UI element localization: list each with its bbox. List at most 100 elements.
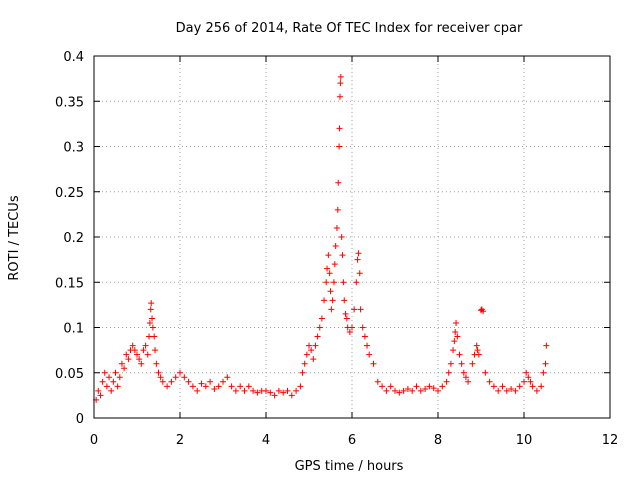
- data-point: [181, 374, 188, 381]
- data-point: [155, 369, 162, 376]
- data-point: [129, 342, 136, 349]
- data-point: [303, 351, 310, 358]
- data-point: [147, 306, 154, 313]
- data-point: [114, 383, 121, 390]
- data-point: [379, 383, 386, 390]
- data-point: [404, 386, 411, 393]
- data-point: [523, 369, 530, 376]
- data-point: [329, 297, 336, 304]
- x-tick-label: 0: [90, 433, 98, 448]
- data-point: [538, 383, 545, 390]
- x-tick-label: 8: [434, 433, 442, 448]
- data-point: [140, 347, 147, 354]
- data-point: [512, 387, 519, 394]
- data-point: [310, 356, 317, 363]
- data-point: [387, 383, 394, 390]
- data-point: [508, 386, 515, 393]
- data-point: [241, 387, 248, 394]
- data-point: [447, 360, 454, 367]
- data-point: [336, 125, 343, 132]
- data-point: [284, 387, 291, 394]
- data-point: [224, 374, 231, 381]
- data-point: [486, 378, 493, 385]
- data-point: [325, 252, 332, 259]
- data-point: [271, 392, 278, 399]
- data-point: [99, 378, 106, 385]
- data-point: [228, 383, 235, 390]
- data-point: [383, 387, 390, 394]
- data-point: [144, 351, 151, 358]
- data-point: [454, 333, 461, 340]
- data-point: [328, 306, 335, 313]
- data-point: [157, 374, 164, 381]
- data-point: [366, 351, 373, 358]
- data-point: [356, 270, 363, 277]
- data-point: [318, 315, 325, 322]
- data-point: [131, 347, 138, 354]
- data-point: [198, 380, 205, 387]
- data-point: [349, 324, 355, 331]
- data-point: [123, 351, 130, 358]
- y-tick-label: 0.2: [63, 231, 84, 246]
- data-point: [426, 383, 433, 390]
- data-point: [529, 383, 536, 390]
- data-point: [207, 378, 214, 385]
- data-point: [336, 143, 343, 150]
- data-point: [527, 378, 534, 385]
- data-point: [400, 387, 407, 394]
- data-point: [168, 378, 175, 385]
- data-point: [333, 224, 340, 231]
- x-axis-label: GPS time / hours: [295, 459, 404, 474]
- data-point: [460, 369, 467, 376]
- data-point: [353, 279, 360, 286]
- data-point: [474, 347, 481, 354]
- data-point: [312, 342, 319, 349]
- data-point: [462, 374, 469, 381]
- data-point: [475, 351, 482, 358]
- data-point: [108, 387, 115, 394]
- data-point: [456, 351, 463, 358]
- data-point: [374, 378, 381, 385]
- data-point: [275, 387, 282, 394]
- y-tick-label: 0.4: [63, 50, 84, 65]
- data-point: [450, 347, 457, 354]
- data-point: [112, 369, 119, 376]
- data-point: [354, 256, 361, 263]
- data-point: [250, 387, 257, 394]
- data-point: [146, 319, 153, 326]
- data-point: [136, 356, 143, 363]
- data-point: [533, 387, 540, 394]
- data-point: [189, 383, 196, 390]
- data-point: [142, 342, 149, 349]
- data-point: [280, 389, 287, 396]
- data-point: [254, 389, 261, 396]
- data-point: [288, 392, 295, 399]
- data-point: [422, 386, 429, 393]
- data-point: [334, 206, 341, 213]
- data-point: [430, 385, 437, 392]
- data-point: [146, 333, 153, 340]
- data-point: [525, 374, 532, 381]
- data-point: [542, 360, 549, 367]
- data-point: [134, 351, 140, 358]
- data-point: [359, 324, 366, 331]
- data-point: [342, 310, 349, 317]
- data-point: [337, 73, 344, 80]
- data-point: [153, 360, 160, 367]
- data-point: [316, 324, 323, 331]
- data-point: [245, 383, 252, 390]
- data-point: [118, 360, 125, 367]
- data-point: [413, 383, 420, 390]
- data-point: [202, 383, 209, 390]
- data-point: [177, 369, 183, 376]
- data-point: [321, 297, 328, 304]
- data-point: [417, 387, 424, 394]
- data-point: [364, 342, 371, 349]
- data-point: [106, 374, 113, 381]
- data-point: [301, 360, 308, 367]
- data-point: [396, 389, 403, 396]
- data-series-roti: [93, 73, 550, 403]
- data-point: [149, 324, 156, 331]
- data-point: [330, 279, 337, 286]
- data-point: [392, 387, 398, 394]
